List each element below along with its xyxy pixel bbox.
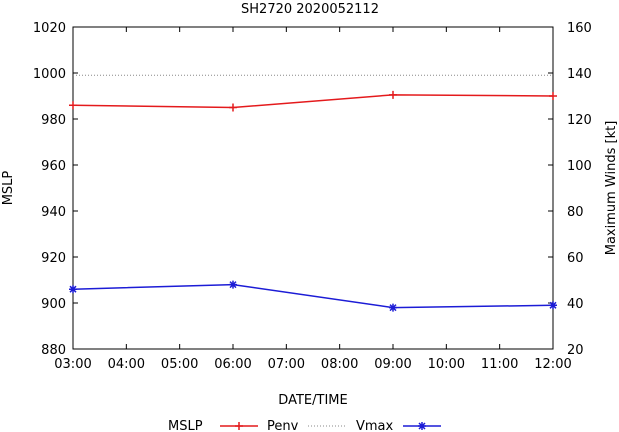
chart-title: SH2720 2020052112 bbox=[241, 2, 379, 17]
y-axis-left: 880 900 920 940 960 980 1000 1020 bbox=[33, 21, 78, 358]
x-tick-label: 09:00 bbox=[374, 357, 411, 372]
legend-mslp-marker-shape bbox=[235, 422, 243, 430]
mslp-point bbox=[549, 92, 557, 100]
legend-mslp-marker bbox=[235, 422, 243, 430]
y-axis-left-label: MSLP bbox=[1, 171, 16, 206]
y-axis-right: 20 40 60 80 100 120 140 160 bbox=[548, 21, 592, 358]
x-tick-label: 06:00 bbox=[214, 357, 251, 372]
y-right-tick-label: 160 bbox=[567, 21, 592, 36]
vmax-point bbox=[389, 303, 397, 312]
y-left-tick-label: 1020 bbox=[33, 21, 66, 36]
x-tick-label: 05:00 bbox=[161, 357, 198, 372]
vmax-series-line bbox=[72, 283, 554, 309]
x-tick-label: 12:00 bbox=[534, 357, 571, 372]
y-left-tick-label: 1000 bbox=[33, 67, 66, 82]
y-right-tick-label: 140 bbox=[567, 67, 592, 82]
y-right-tick-label: 100 bbox=[567, 159, 592, 174]
y-left-tick-label: 880 bbox=[41, 343, 66, 358]
legend-vmax-marker bbox=[418, 422, 426, 430]
x-tick-label: 11:00 bbox=[481, 357, 518, 372]
y-left-tick-label: 940 bbox=[41, 205, 66, 220]
mslp-point bbox=[389, 90, 397, 99]
y-right-tick-label: 80 bbox=[567, 205, 584, 220]
vmax-point bbox=[549, 301, 557, 310]
y-left-tick-label: 900 bbox=[41, 297, 66, 312]
y-right-tick-label: 20 bbox=[567, 343, 584, 358]
x-tick-label: 10:00 bbox=[428, 357, 465, 372]
series-layer bbox=[69, 74, 557, 312]
x-tick-label: 07:00 bbox=[268, 357, 305, 372]
vmax-point bbox=[229, 280, 237, 289]
y-right-tick-label: 40 bbox=[567, 297, 584, 312]
vmax-point bbox=[69, 285, 77, 294]
legend-vmax-marker-shape bbox=[418, 422, 426, 430]
y-left-tick-label: 960 bbox=[41, 159, 66, 174]
legend-vmax-label: Vmax bbox=[356, 419, 394, 432]
x-axis: 03:00 04:00 05:00 06:00 07:00 08:00 09:00 10:00… bbox=[54, 27, 572, 372]
legend-penv-label: Penv bbox=[267, 419, 299, 432]
x-tick-label: 03:00 bbox=[54, 357, 91, 372]
y-right-tick-label: 60 bbox=[567, 251, 584, 266]
x-tick-label: 04:00 bbox=[108, 357, 145, 372]
y-left-tick-label: 980 bbox=[41, 113, 66, 128]
x-axis-label: DATE/TIME bbox=[278, 393, 347, 408]
mslp-point bbox=[69, 101, 77, 110]
plot-frame bbox=[72, 26, 554, 350]
x-tick-label: 08:00 bbox=[321, 357, 358, 372]
y-left-tick-label: 920 bbox=[41, 251, 66, 266]
mslp-series-line bbox=[72, 94, 554, 109]
legend: MSLP Penv Vmax bbox=[168, 419, 441, 432]
legend-mslp-label: MSLP bbox=[168, 419, 203, 432]
y-axis-right-label: Maximum Winds [kt] bbox=[604, 121, 619, 256]
mslp-point bbox=[229, 103, 237, 112]
y-right-tick-label: 120 bbox=[567, 113, 592, 128]
